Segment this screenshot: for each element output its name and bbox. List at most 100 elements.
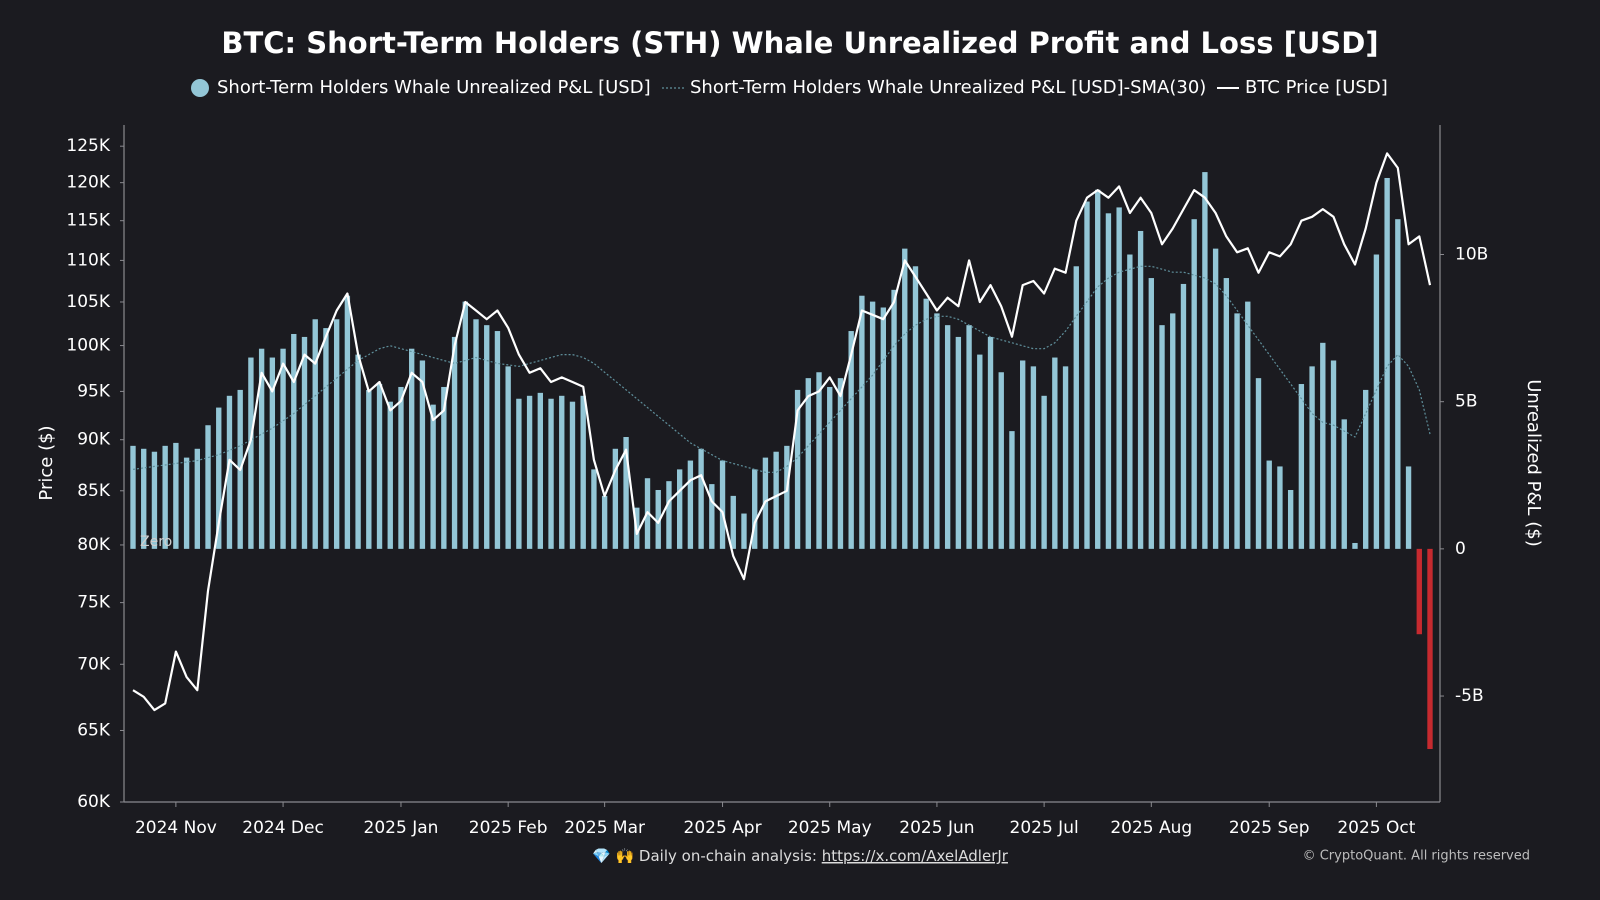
y2-tick-label: -5B bbox=[1455, 686, 1484, 706]
bar bbox=[591, 469, 597, 549]
x-tick-label: 2025 Feb bbox=[469, 818, 548, 838]
bar bbox=[934, 313, 940, 549]
bar bbox=[559, 395, 565, 549]
x-tick-label: 2025 Jan bbox=[364, 818, 439, 838]
bar bbox=[548, 398, 554, 549]
bar bbox=[1405, 466, 1412, 549]
bar bbox=[462, 301, 468, 549]
bar bbox=[173, 442, 179, 549]
bar bbox=[687, 460, 694, 549]
bar bbox=[194, 448, 200, 549]
bar bbox=[1373, 254, 1380, 549]
bar bbox=[1202, 172, 1208, 549]
bar bbox=[484, 325, 490, 549]
bar bbox=[719, 460, 726, 549]
x-tick-label: 2024 Dec bbox=[242, 818, 324, 838]
bar bbox=[837, 378, 844, 549]
bar bbox=[473, 319, 479, 549]
chart-title: BTC: Short-Term Holders (STH) Whale Unre… bbox=[221, 26, 1378, 60]
bar bbox=[248, 357, 254, 549]
price-line bbox=[132, 152, 1432, 712]
bar bbox=[1019, 360, 1026, 549]
bar bbox=[409, 348, 415, 549]
bar bbox=[1234, 313, 1240, 549]
bar bbox=[344, 295, 351, 549]
bar bbox=[1427, 548, 1433, 750]
bar bbox=[301, 336, 308, 549]
bar bbox=[1148, 278, 1154, 549]
bar bbox=[269, 357, 276, 549]
bar bbox=[1255, 378, 1262, 549]
sma-line bbox=[132, 265, 1431, 473]
x-tick-label: 2025 Oct bbox=[1337, 818, 1415, 838]
bar bbox=[1062, 366, 1069, 549]
bar bbox=[1266, 460, 1272, 549]
y-tick-label: 95K bbox=[77, 381, 111, 401]
y2-tick-label: 0 bbox=[1455, 539, 1466, 559]
bar bbox=[741, 513, 747, 549]
y2-tick-label: 5B bbox=[1455, 392, 1477, 412]
footer-link[interactable]: https://x.com/AxelAdlerJr bbox=[822, 847, 1009, 865]
bar bbox=[312, 319, 318, 549]
bar bbox=[827, 386, 833, 549]
bar bbox=[709, 484, 715, 549]
bar bbox=[1309, 366, 1315, 549]
bar bbox=[291, 333, 297, 549]
bar bbox=[1330, 360, 1337, 549]
bar bbox=[226, 395, 233, 549]
bar bbox=[1084, 201, 1090, 549]
bar bbox=[141, 448, 147, 549]
y-tick-label: 110K bbox=[66, 250, 110, 270]
bar bbox=[1341, 419, 1347, 549]
bar bbox=[376, 384, 383, 549]
y-tick-label: 100K bbox=[66, 336, 110, 356]
bar bbox=[1137, 230, 1144, 549]
bar bbox=[1052, 357, 1058, 549]
y-tick-label: 90K bbox=[77, 430, 111, 450]
bar bbox=[387, 401, 393, 549]
bar bbox=[966, 325, 972, 549]
bar bbox=[1030, 366, 1037, 549]
y2-tick-label: 10B bbox=[1455, 245, 1488, 265]
bar bbox=[1159, 325, 1165, 549]
y-tick-label: 105K bbox=[66, 292, 110, 312]
bar bbox=[494, 331, 501, 549]
bar bbox=[1223, 278, 1230, 549]
bar bbox=[859, 295, 865, 549]
y-tick-label: 75K bbox=[77, 593, 111, 613]
bar bbox=[902, 248, 908, 549]
bar bbox=[333, 319, 340, 549]
bar bbox=[666, 481, 672, 549]
bar bbox=[655, 489, 661, 549]
bar bbox=[912, 266, 919, 549]
bar bbox=[398, 386, 404, 549]
bar bbox=[355, 354, 361, 549]
y2-axis-label: Unrealized P&L ($) bbox=[1523, 379, 1544, 547]
x-tick-label: 2025 May bbox=[788, 818, 872, 838]
bar bbox=[1073, 266, 1079, 549]
bar bbox=[1170, 313, 1176, 549]
bar bbox=[537, 392, 544, 549]
bar bbox=[258, 348, 265, 549]
y-tick-label: 125K bbox=[66, 136, 110, 156]
bar bbox=[676, 469, 683, 549]
bar bbox=[623, 437, 629, 549]
bar bbox=[580, 395, 586, 549]
y-axis-label: Price ($) bbox=[36, 425, 57, 500]
y-tick-label: 80K bbox=[77, 535, 111, 555]
bar bbox=[784, 445, 790, 549]
legend-swatch bbox=[191, 79, 209, 97]
bar bbox=[1277, 466, 1283, 549]
bar bbox=[451, 336, 458, 549]
bar bbox=[752, 469, 758, 549]
bar bbox=[923, 298, 929, 549]
bar bbox=[205, 425, 211, 549]
y-tick-label: 115K bbox=[66, 211, 110, 231]
bar bbox=[1245, 301, 1251, 549]
bar bbox=[216, 407, 222, 549]
bar bbox=[366, 389, 372, 549]
x-tick-label: 2024 Nov bbox=[135, 818, 217, 838]
footer: 💎 🙌 Daily on-chain analysis: https://x.c… bbox=[592, 847, 1009, 865]
